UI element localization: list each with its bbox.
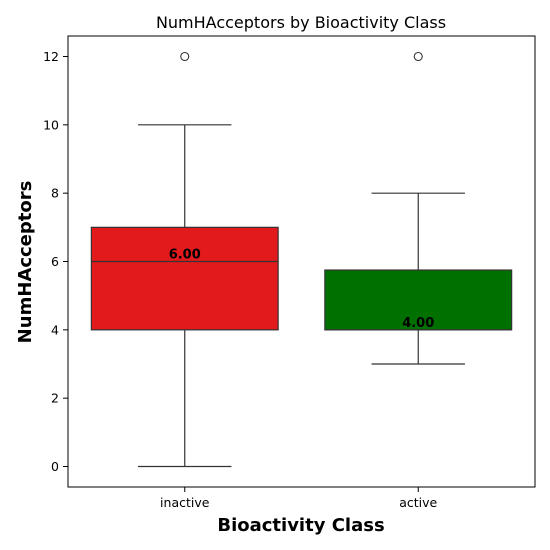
box-group-inactive: 6.00 xyxy=(90,51,279,468)
median-label: 6.00 xyxy=(169,248,201,263)
y-tick-label: 8 xyxy=(51,186,59,201)
plot-area: 6.00 4.00 xyxy=(90,51,513,468)
outlier-point xyxy=(180,51,190,62)
box-group-active: 4.00 xyxy=(324,51,513,365)
y-tick-label: 0 xyxy=(51,459,59,474)
outlier-point xyxy=(413,51,423,62)
y-axis-label: NumHAcceptors xyxy=(15,181,36,344)
chart-title: NumHAcceptors by Bioactivity Class xyxy=(156,13,446,32)
box-iqr xyxy=(90,226,279,331)
median-label: 4.00 xyxy=(402,316,434,331)
x-axis: inactive active xyxy=(160,487,438,510)
y-tick-label: 2 xyxy=(51,391,59,406)
x-tick-label: inactive xyxy=(160,495,210,510)
box-iqr xyxy=(324,269,513,331)
y-tick-label: 6 xyxy=(51,254,59,269)
y-tick-label: 12 xyxy=(43,49,59,64)
x-axis-label: Bioactivity Class xyxy=(217,515,384,536)
x-tick-label: active xyxy=(399,495,437,510)
y-tick-label: 10 xyxy=(43,117,59,132)
y-axis: 0 2 4 6 8 10 12 xyxy=(43,49,68,474)
y-tick-label: 4 xyxy=(51,322,59,337)
